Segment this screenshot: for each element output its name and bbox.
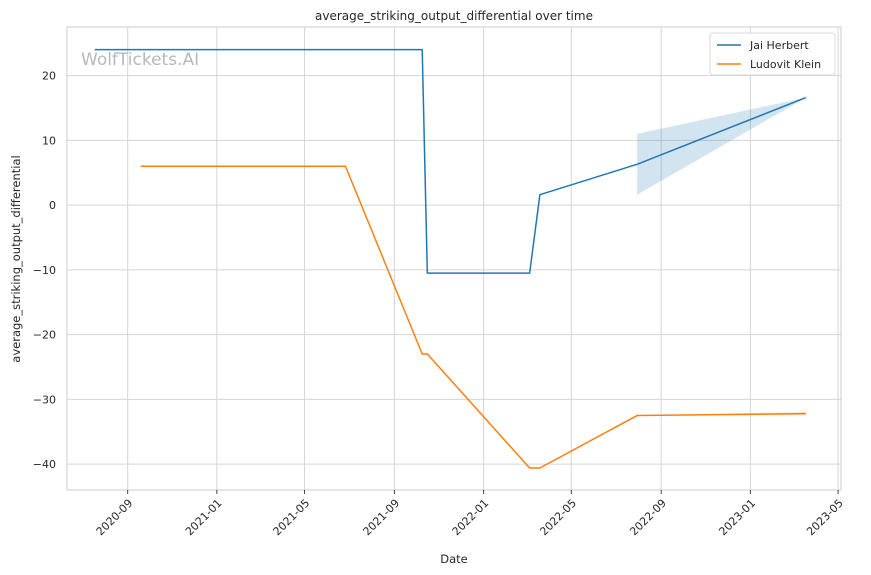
x-tick-label: 2023-05 [804,497,846,539]
y-tick-label: −20 [33,329,56,342]
x-tick-label: 2022-09 [627,497,669,539]
x-tick-label: 2021-01 [183,497,225,539]
series-1-line [140,165,806,469]
y-tick-label: −30 [33,393,56,406]
x-tick-labels: 2020-09 2021-01 2021-05 2021-09 2022-01 2022-… [94,490,846,538]
y-axis-label: average_striking_output_differential [9,155,23,362]
x-tick-label: 2021-09 [361,497,403,539]
y-tick-label: −10 [33,264,56,277]
y-tick-label: 20 [42,70,56,83]
watermark: WolfTickets.AI [81,50,199,70]
x-tick-label: 2021-05 [271,497,313,539]
x-tick-label: 2022-05 [537,497,579,539]
plot-frame [66,26,842,491]
legend-label-0: Jai Herbert [749,39,809,52]
x-tick-label: 2023-01 [716,497,758,539]
y-tick-label: 0 [49,199,56,212]
x-tick-label: 2022-01 [450,497,492,539]
legend-label-1: Ludovit Klein [750,58,821,71]
x-tick-label: 2020-09 [94,497,136,539]
series-0-confidence-band [637,97,806,195]
chart-title: average_striking_output_differential ove… [315,9,593,23]
y-tick-labels: −40 −30 −20 −10 0 10 20 [33,70,56,472]
y-tick-label: −40 [33,458,56,471]
plot-area [67,27,841,490]
series-0-line [94,48,807,274]
legend-box [709,32,836,76]
x-axis-label: Date [440,552,468,566]
y-tick-label: 10 [42,134,56,147]
series-lines [94,48,807,469]
grid-lines [67,27,841,490]
legend: Jai Herbert Ludovit Klein [709,32,836,76]
